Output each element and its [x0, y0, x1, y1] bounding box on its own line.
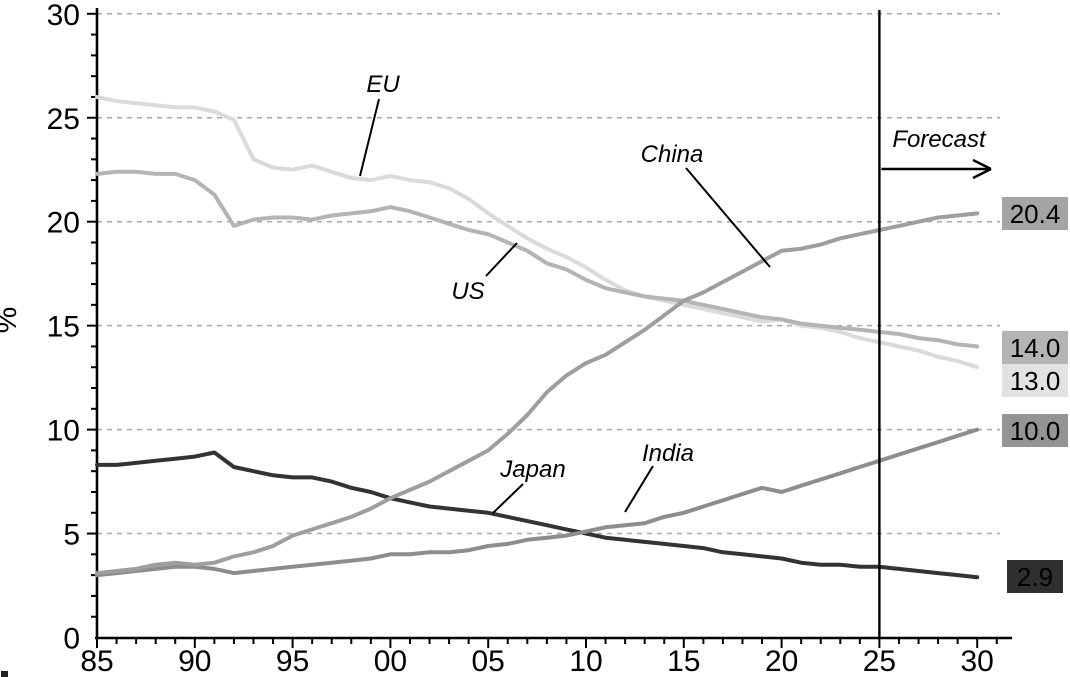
- y-tick-label-10: 10: [47, 415, 80, 448]
- x-tick-label-20: 20: [765, 645, 798, 677]
- x-tick-label-90: 90: [178, 645, 211, 677]
- forecast-marker-group: Forecast: [878, 10, 992, 638]
- callout-pointer-us: [485, 242, 518, 277]
- series-lines-group: [95, 95, 980, 580]
- callout-pointer-eu: [359, 98, 380, 177]
- series-line-japan: [95, 450, 980, 580]
- callout-label-japan: Japan: [499, 456, 565, 483]
- series-line-china: [95, 211, 980, 576]
- y-tick-label-25: 25: [47, 103, 80, 136]
- annotations-group: EU US Japan India China: [1, 71, 771, 677]
- forecast-arrowhead-upper: [972, 158, 992, 171]
- forecast-label: Forecast: [892, 126, 987, 153]
- series-line-india: [95, 427, 980, 578]
- x-tick-label-00: 00: [374, 645, 407, 677]
- y-tick-label-30: 30: [47, 0, 80, 32]
- end-value-text-japan: 2.9: [1017, 562, 1053, 592]
- forecast-arrowhead-lower: [972, 167, 992, 180]
- end-value-badge-us: [1002, 331, 1068, 364]
- x-tick-label-05: 05: [472, 645, 505, 677]
- callout-pointer-china: [685, 167, 771, 268]
- callout-pointer-india: [624, 465, 654, 513]
- end-value-badge-japan: [1007, 560, 1063, 593]
- x-tick-label-25: 25: [863, 645, 896, 677]
- callout-label-us: US: [451, 278, 484, 305]
- callout-pointer-japan: [492, 483, 524, 514]
- y-axis-label: %: [0, 307, 23, 334]
- end-value-text-india: 10.0: [1010, 416, 1061, 446]
- x-tick-label-10: 10: [569, 645, 602, 677]
- cropped-caption-artifact: [1, 671, 8, 677]
- end-value-badge-india: [1002, 414, 1068, 447]
- end-value-text-us: 14.0: [1010, 333, 1061, 363]
- end-value-text-eu: 13.0: [1010, 366, 1061, 396]
- y-tick-label-0: 0: [63, 623, 80, 656]
- series-line-us: [95, 169, 980, 349]
- y-tick-label-15: 15: [47, 311, 80, 344]
- y-tick-label-5: 5: [63, 519, 80, 552]
- x-tick-label-95: 95: [276, 645, 309, 677]
- end-value-text-china: 20.4: [1010, 199, 1061, 229]
- series-line-eu: [95, 95, 980, 370]
- end-value-badges-group: 13.014.0 2.9 10.0 20.4: [1002, 197, 1068, 593]
- y-tick-label-20: 20: [47, 207, 80, 240]
- x-tick-label-15: 15: [667, 645, 700, 677]
- end-value-badge-eu: [1002, 364, 1068, 397]
- callout-label-china: China: [641, 141, 704, 168]
- end-value-badge-china: [1002, 197, 1068, 230]
- x-tick-label-85: 85: [80, 645, 113, 677]
- callout-label-india: India: [642, 440, 694, 467]
- callout-label-eu: EU: [366, 71, 400, 98]
- x-tick-label-30: 30: [961, 645, 994, 677]
